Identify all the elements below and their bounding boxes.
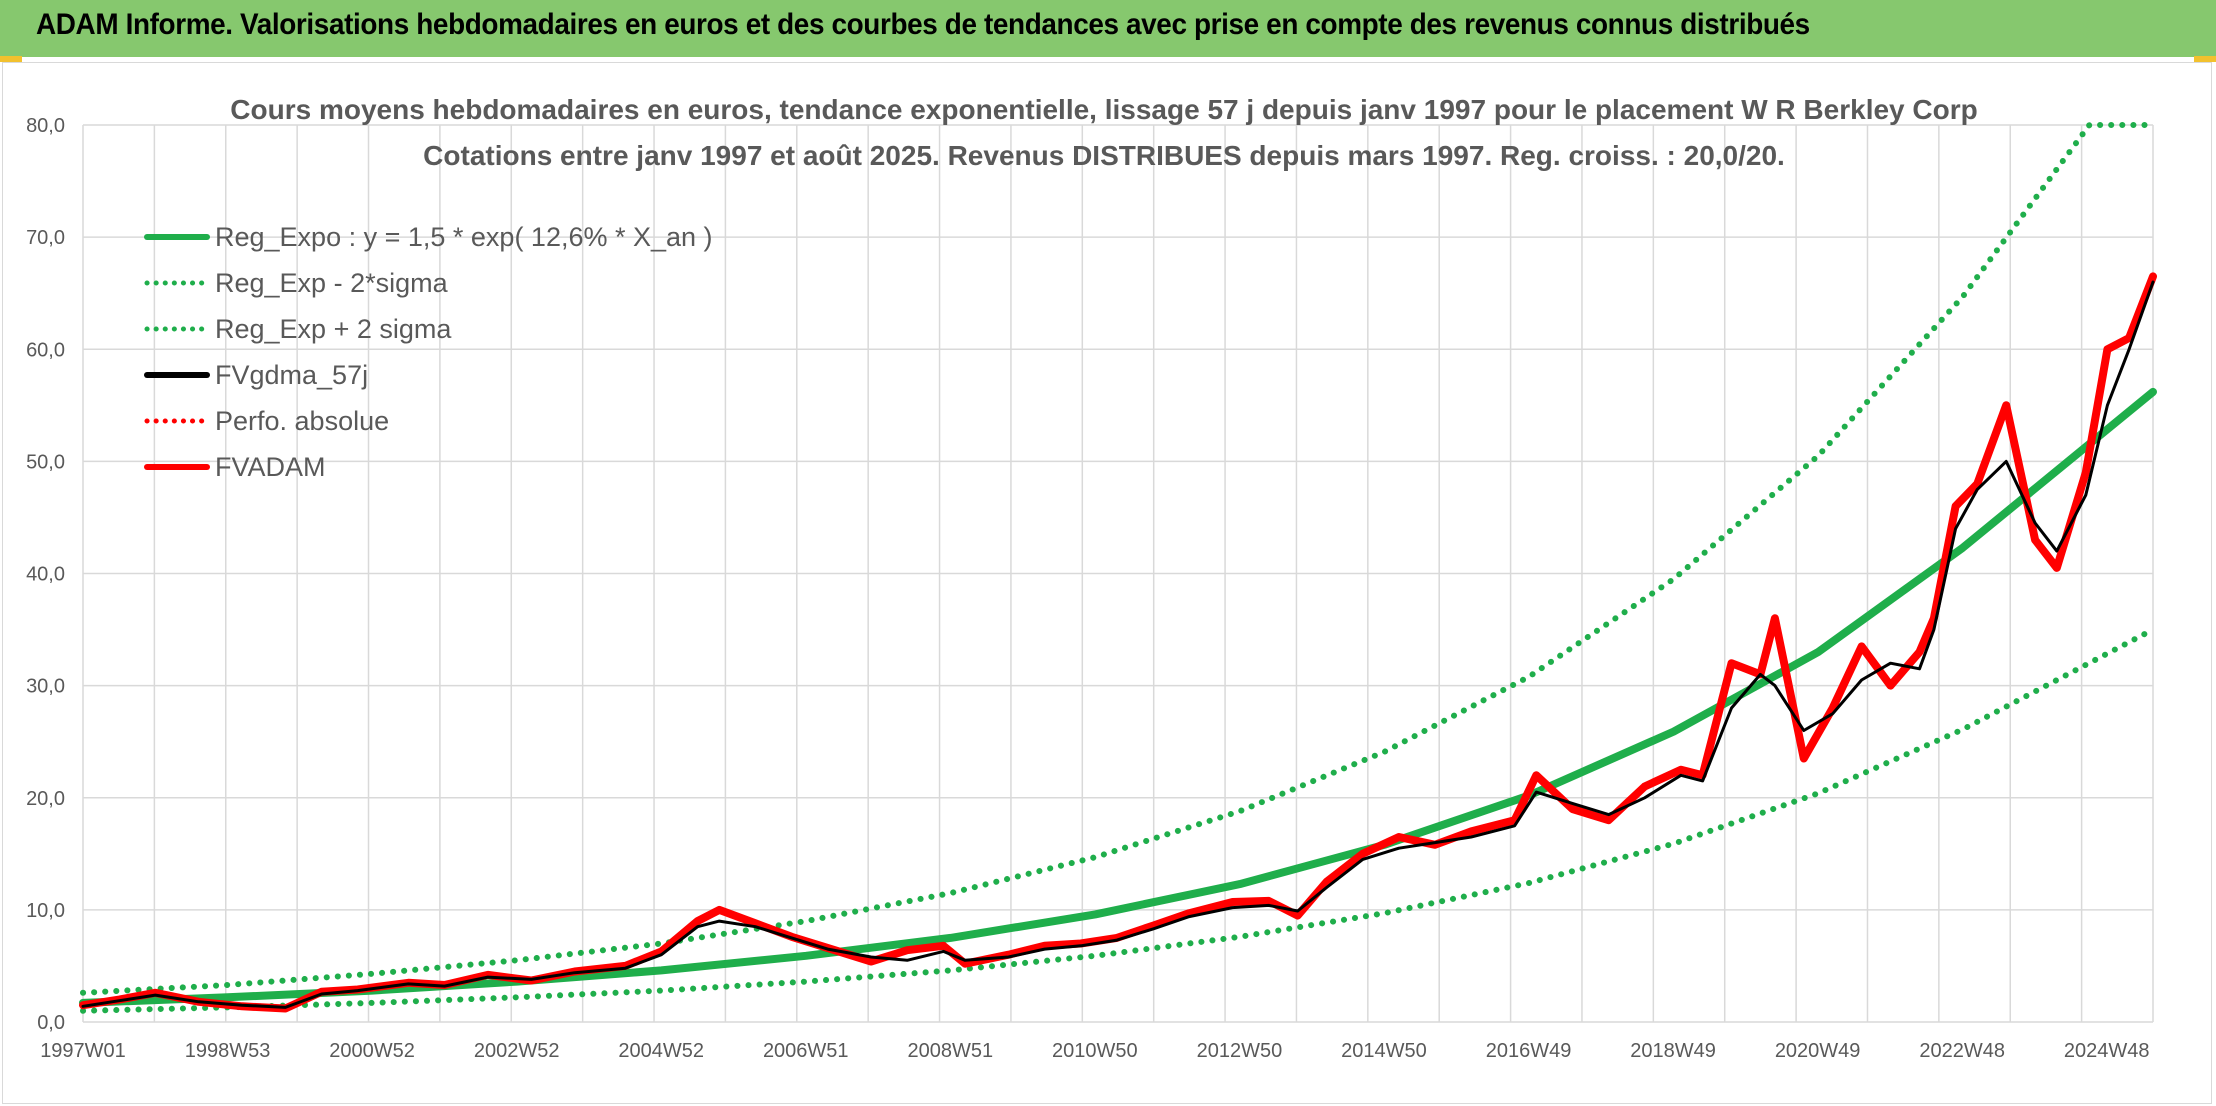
legend-label: Reg_Exp + 2 sigma	[215, 314, 452, 344]
y-tick-label: 30,0	[26, 676, 65, 698]
y-tick-label: 40,0	[26, 564, 65, 586]
legend-label: FVgdma_57j	[215, 360, 368, 390]
y-tick-label: 70,0	[26, 227, 65, 249]
legend-label: FVADAM	[215, 452, 326, 482]
chart-series	[79, 122, 2157, 1014]
chart-title: Cours moyens hebdomadaires en euros, ten…	[230, 94, 1977, 125]
header-banner: ADAM Informe. Valorisations hebdomadaire…	[0, 0, 2216, 57]
x-tick-label: 2006W51	[763, 1040, 849, 1062]
banner-accent-right	[2194, 56, 2216, 62]
x-tick-label: 2012W50	[1197, 1040, 1283, 1062]
page-title: ADAM Informe. Valorisations hebdomadaire…	[36, 8, 1810, 41]
chart-legend: Reg_Expo : y = 1,5 * exp( 12,6% * X_an )…	[144, 222, 713, 482]
chart-panel	[2, 62, 2212, 1104]
x-tick-label: 2024W48	[2064, 1040, 2150, 1062]
x-tick-label: 2010W50	[1052, 1040, 1138, 1062]
y-tick-label: 50,0	[26, 451, 65, 473]
y-tick-label: 10,0	[26, 900, 65, 922]
y-tick-label: 20,0	[26, 788, 65, 810]
series-line	[79, 272, 2157, 1013]
y-tick-label: 60,0	[26, 339, 65, 361]
x-tick-label: 2000W52	[329, 1040, 415, 1062]
chart-subtitle: Cotations entre janv 1997 et août 2025. …	[423, 140, 1785, 171]
chart-grid	[82, 124, 2154, 1023]
series-line	[81, 280, 2155, 1009]
x-tick-label: 2016W49	[1486, 1040, 1572, 1062]
legend-label: Reg_Expo : y = 1,5 * exp( 12,6% * X_an )	[215, 222, 713, 252]
y-tick-label: 0,0	[37, 1012, 65, 1034]
x-tick-label: 2008W51	[908, 1040, 994, 1062]
x-tick-label: 1997W01	[40, 1040, 126, 1062]
x-tick-label: 2020W49	[1775, 1040, 1861, 1062]
banner-accent-left	[0, 56, 22, 62]
series-line	[79, 387, 2157, 1007]
y-axis-ticks: 0,0 10,0 20,0 30,0 40,0 50,0 60,0 70,0 80,0	[26, 115, 65, 1034]
legend-label: Reg_Exp - 2*sigma	[215, 268, 449, 298]
series-line	[80, 122, 2156, 996]
x-tick-label: 2002W52	[474, 1040, 560, 1062]
x-tick-label: 2004W52	[618, 1040, 704, 1062]
x-tick-label: 2018W49	[1630, 1040, 1716, 1062]
y-tick-label: 80,0	[26, 115, 65, 137]
x-axis-ticks: 1997W01 1998W53 2000W52 2002W52 2004W52 2006W…	[40, 1040, 2149, 1062]
legend-label: Perfo. absolue	[215, 406, 389, 436]
x-tick-label: 1998W53	[185, 1040, 271, 1062]
x-tick-label: 2014W50	[1341, 1040, 1427, 1062]
x-tick-label: 2022W48	[1919, 1040, 2005, 1062]
